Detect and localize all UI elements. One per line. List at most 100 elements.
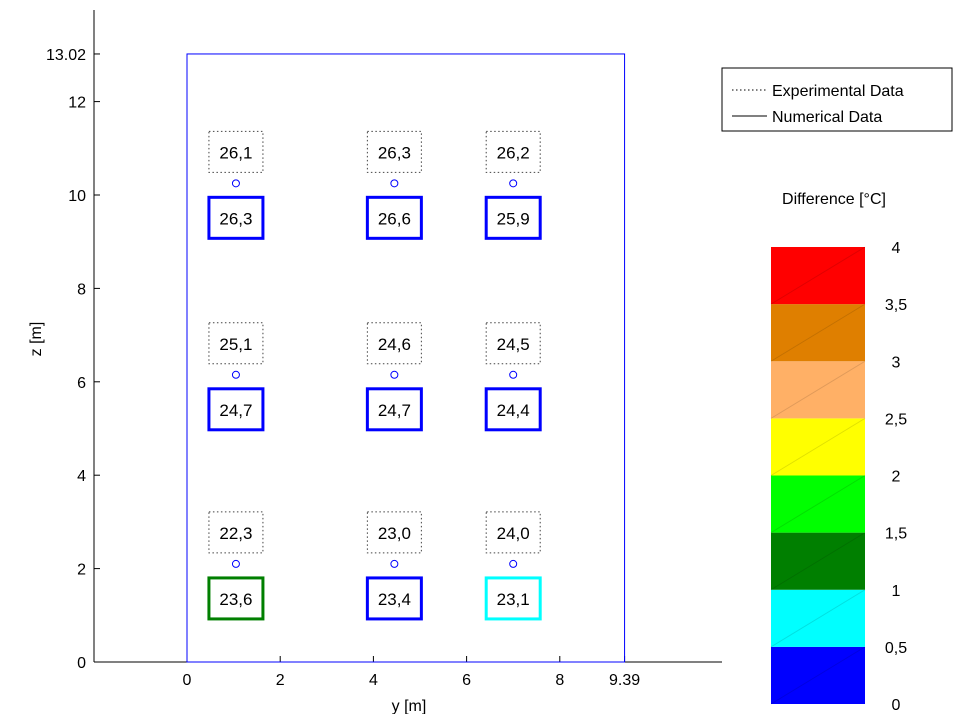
probe: 26,2 25,9 — [484, 130, 542, 240]
numerical-box — [484, 576, 542, 621]
numerical-value: 26,6 — [378, 209, 411, 228]
numerical-value: 26,3 — [219, 209, 252, 228]
y-tick-label: 13.02 — [46, 47, 86, 64]
legend-experimental-label: Experimental Data — [772, 83, 904, 100]
numerical-value: 24,7 — [378, 401, 411, 420]
numerical-value: 23,6 — [219, 590, 252, 609]
experimental-value: 25,1 — [219, 335, 252, 354]
probe: 23,0 23,4 — [365, 511, 423, 621]
probe-marker — [231, 370, 240, 379]
numerical-box — [484, 195, 542, 240]
colorbar-band-diagonal — [770, 417, 866, 476]
y-tick-label: 12 — [68, 95, 86, 112]
x-tick-label: 9.39 — [609, 672, 640, 689]
numerical-value: 24,4 — [497, 401, 530, 420]
experimental-box — [366, 511, 422, 554]
colorbar-tick-label: 1 — [892, 583, 901, 600]
experimental-value: 22,3 — [219, 524, 252, 543]
colorbar-band-diagonal — [770, 475, 866, 534]
x-tick-label: 4 — [369, 672, 378, 689]
experimental-box — [366, 322, 422, 365]
probe-marker — [509, 559, 518, 568]
probe-marker — [390, 179, 399, 188]
probe: 26,1 26,3 — [207, 130, 265, 240]
experimental-value: 26,2 — [497, 143, 530, 162]
experimental-box — [485, 322, 541, 365]
colorbar-band-diagonal — [770, 589, 866, 648]
x-tick-label: 6 — [462, 672, 471, 689]
x-axis-label: y [m] — [392, 698, 427, 714]
experimental-value: 24,5 — [497, 335, 530, 354]
numerical-value: 25,9 — [497, 209, 530, 228]
legend-numerical-label: Numerical Data — [772, 109, 882, 126]
experimental-box — [485, 511, 541, 554]
y-tick-label: 0 — [77, 655, 86, 672]
numerical-box — [365, 387, 423, 432]
probe-marker — [390, 370, 399, 379]
legend: Experimental Data Numerical Data — [721, 67, 953, 132]
colorbar-tick-label: 1,5 — [885, 526, 907, 543]
experimental-value: 26,1 — [219, 143, 252, 162]
experimental-box — [366, 130, 422, 173]
x-tick-label: 8 — [555, 672, 564, 689]
y-tick-label: 8 — [77, 281, 86, 298]
probe: 24,0 23,1 — [484, 511, 542, 621]
numerical-box — [365, 576, 423, 621]
colorbar-tick-label: 4 — [892, 240, 901, 257]
colorbar-band-diagonal — [770, 646, 866, 705]
experimental-box — [208, 322, 264, 365]
colorbar-title: Difference [°C] — [782, 191, 886, 208]
colorbar-band-diagonal — [770, 532, 866, 591]
legend-box — [721, 67, 953, 132]
colorbar-band — [771, 361, 865, 419]
colorbar: Difference [°C] 0 0,5 1 1,5 2 2,5 3 3,5 4 — [770, 191, 907, 714]
numerical-box — [484, 387, 542, 432]
experimental-box — [485, 130, 541, 173]
x-tick-label: 0 — [183, 672, 192, 689]
y-tick-label: 10 — [68, 188, 86, 205]
experimental-value: 23,0 — [378, 524, 411, 543]
colorbar-tick-label: 0,5 — [885, 640, 907, 657]
experimental-value: 24,0 — [497, 524, 530, 543]
colorbar-band — [771, 247, 865, 305]
numerical-value: 23,1 — [497, 590, 530, 609]
experimental-box — [208, 130, 264, 173]
colorbar-tick-label: 3,5 — [885, 297, 907, 314]
probe-marker — [509, 179, 518, 188]
colorbar-band — [771, 532, 865, 590]
colorbar-band-diagonal — [770, 246, 866, 305]
probe: 22,3 23,6 — [207, 511, 265, 621]
y-tick-label: 2 — [77, 562, 86, 579]
numerical-box — [207, 195, 265, 240]
experimental-box — [208, 511, 264, 554]
probe: 25,1 24,7 — [207, 322, 265, 432]
colorbar-tick-label: 0 — [892, 697, 901, 714]
colorbar-band — [771, 304, 865, 362]
numerical-value: 23,4 — [378, 590, 411, 609]
x-tick-label: 2 — [276, 672, 285, 689]
experimental-value: 24,6 — [378, 335, 411, 354]
probe: 24,6 24,7 — [365, 322, 423, 432]
colorbar-band-diagonal — [770, 303, 866, 362]
probes-group: 26,1 26,3 26,3 26,6 26,2 25,9 25,1 24,7 24,6 24,7… — [207, 130, 542, 621]
numerical-box — [365, 195, 423, 240]
probe: 24,5 24,4 — [484, 322, 542, 432]
colorbar-band — [771, 418, 865, 476]
probe: 26,3 26,6 — [365, 130, 423, 240]
probe-marker — [231, 559, 240, 568]
colorbar-band — [771, 475, 865, 533]
y-tick-label: 4 — [77, 468, 86, 485]
colorbar-tick-label: 3 — [892, 354, 901, 371]
colorbar-band-diagonal — [770, 360, 866, 419]
colorbar-tick-label: 2,5 — [885, 411, 907, 428]
room-outline-group — [186, 53, 626, 663]
probe-marker — [509, 370, 518, 379]
numerical-box — [207, 576, 265, 621]
colorbar-band — [771, 646, 865, 704]
numerical-box — [207, 387, 265, 432]
y-tick-label: 6 — [77, 375, 86, 392]
colorbar-tick-label: 2 — [892, 469, 901, 486]
room-outline — [186, 53, 626, 663]
y-axis-label: z [m] — [28, 322, 45, 357]
